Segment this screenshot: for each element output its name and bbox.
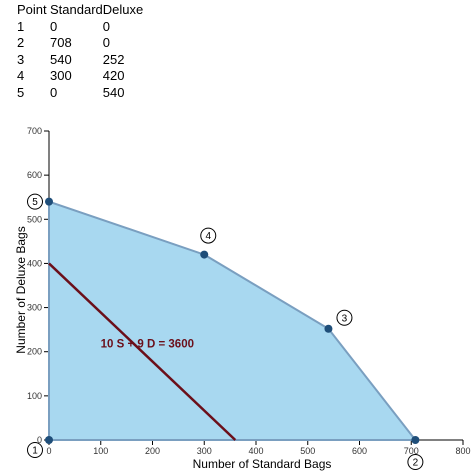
vertex-points: 1 2 3 4 5 [27, 193, 424, 470]
point-label-circle [200, 227, 217, 244]
vertex-point [45, 436, 53, 444]
point-label: 5 [32, 197, 38, 208]
point-label-circle [27, 193, 43, 210]
table-cell: 3 [17, 51, 25, 67]
point-table: Point Standard Deluxe 1 0 0 2 708 0 3 54… [17, 2, 143, 101]
x-tick-label: 800 [455, 446, 470, 456]
table-cell: 0 [102, 18, 110, 34]
objective-line-label: 10 S + 9 D = 3600 [101, 338, 194, 350]
x-tick-label: 600 [352, 446, 367, 456]
y-tick-label: 400 [27, 258, 42, 268]
column-header-deluxe: Deluxe [102, 2, 144, 17]
table-cell: 708 [50, 35, 72, 50]
x-axis-title: Number of Standard Bags [193, 457, 332, 471]
table-cell: 5 [17, 84, 25, 100]
y-tick-label: 100 [27, 391, 42, 401]
y-tick-label: 0 [37, 435, 42, 445]
feasible-region-polygon [48, 200, 418, 441]
vertex-point [411, 436, 420, 444]
feasible-region [48, 200, 418, 441]
table-cell: 300 [50, 68, 72, 83]
y-tick-label: 200 [27, 347, 42, 357]
table-row: 5 0 540 [17, 85, 143, 102]
point-label: 1 [32, 446, 38, 457]
column-header-point: Point [17, 2, 47, 17]
y-tick-label: 700 [27, 126, 42, 136]
vertex-point [45, 197, 53, 206]
table-cell: 2 [17, 35, 25, 50]
table-row: 2 708 0 [17, 35, 143, 52]
table-row: 3 540 252 [17, 52, 143, 69]
point-label: 4 [205, 231, 211, 242]
y-axis-title: Number of Deluxe Bags [14, 226, 28, 353]
point-label-circle [27, 442, 43, 458]
point-label: 3 [342, 313, 348, 324]
x-tick-label: 700 [404, 446, 419, 456]
table-cell: 1 [17, 18, 25, 34]
table-cell: 4 [17, 68, 25, 83]
y-tick-label: 300 [27, 303, 42, 313]
point-label-circle [407, 454, 424, 470]
table-cell: 420 [102, 68, 125, 83]
point-label: 2 [413, 458, 419, 469]
table-header-row: Point Standard Deluxe [17, 2, 143, 19]
table-cell: 540 [102, 84, 125, 100]
table-cell: 252 [102, 51, 125, 67]
y-tick-label: 500 [27, 214, 42, 224]
table-cell: 0 [50, 84, 58, 100]
table-row: 4 300 420 [17, 68, 143, 85]
point-label-circle [336, 309, 353, 326]
x-tick-label: 100 [93, 446, 108, 456]
x-tick-label: 500 [300, 446, 315, 456]
x-tick-label: 400 [248, 446, 263, 456]
vertex-point [200, 250, 209, 259]
table-cell: 540 [50, 51, 72, 67]
objective-line-group: 10 S + 9 D = 3600 [48, 262, 237, 441]
table-cell: 0 [50, 18, 58, 34]
table-cell: 0 [102, 35, 110, 50]
axes: 0 100 200 300 400 500 600 700 800 0 100 200 300 400 50… [27, 126, 471, 456]
y-tick-label: 600 [27, 170, 42, 180]
x-tick-label: 0 [46, 446, 51, 456]
table-row: 1 0 0 [17, 19, 143, 36]
vertex-point [324, 324, 333, 333]
objective-line [48, 262, 237, 441]
x-tick-label: 200 [145, 446, 160, 456]
column-header-standard: Standard [50, 2, 103, 17]
x-tick-label: 300 [197, 446, 212, 456]
